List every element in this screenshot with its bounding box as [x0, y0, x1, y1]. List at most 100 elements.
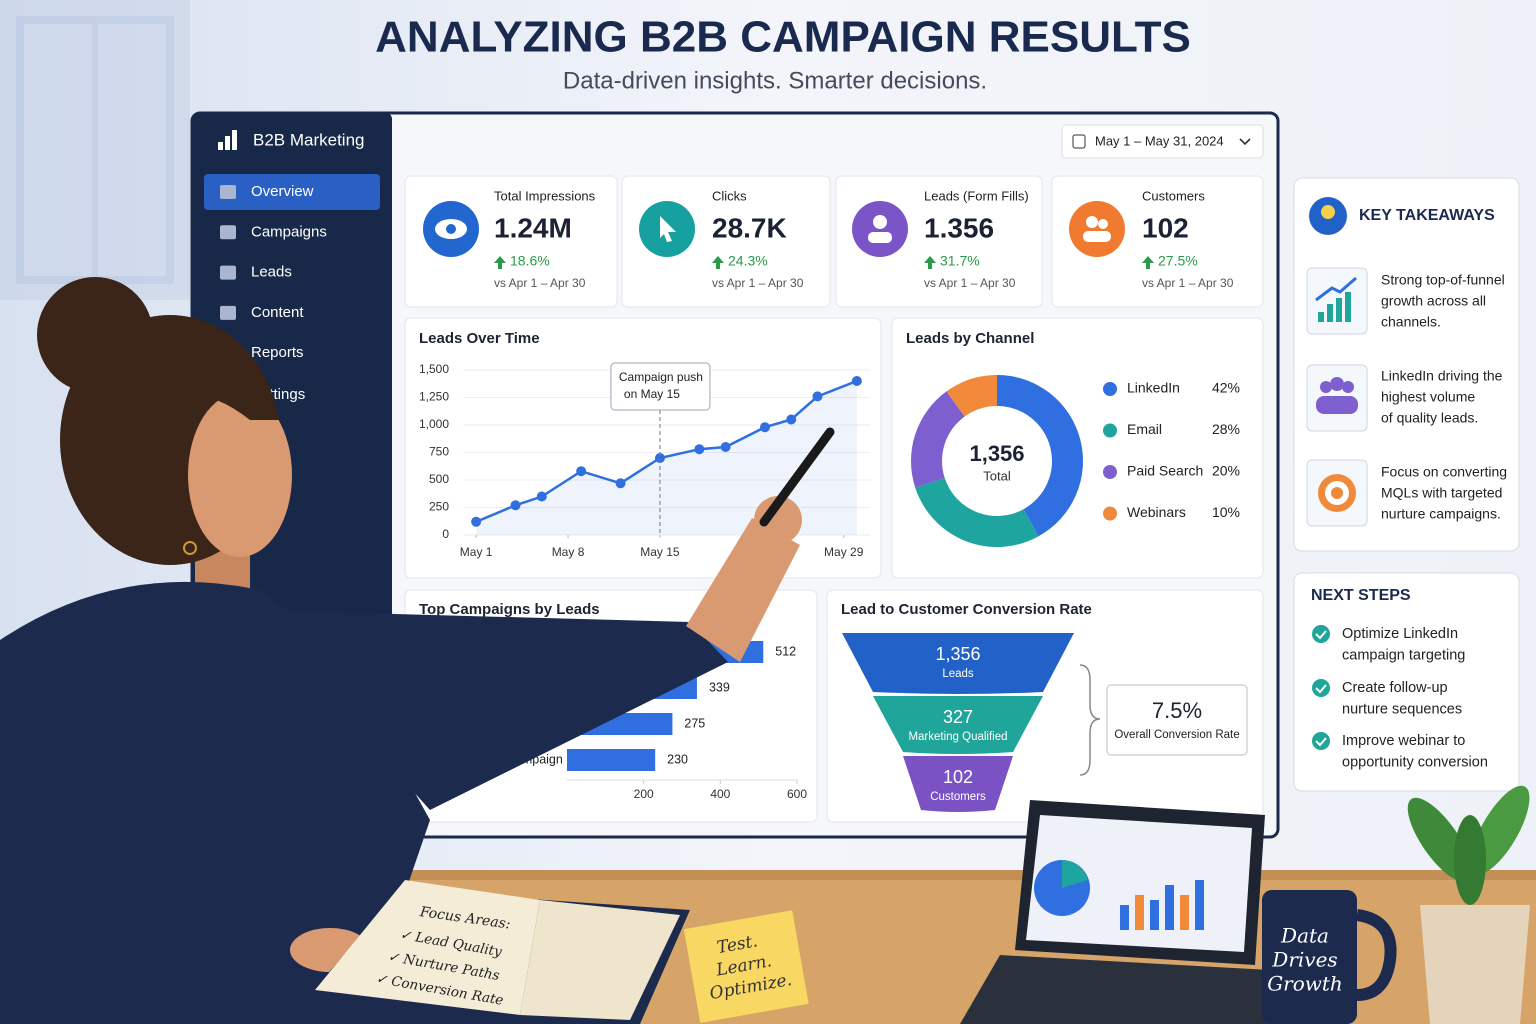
check-mark: [1315, 630, 1327, 640]
x-tick-label: 200: [634, 787, 654, 801]
y-tick-label: 1,500: [419, 362, 449, 376]
check-mark: [1315, 737, 1327, 747]
brand: B2B Marketing: [253, 130, 365, 149]
mug-text: Drives: [1271, 948, 1337, 972]
takeaway-text: Focus on converting: [1381, 464, 1507, 480]
card-title: Leads Over Time: [419, 330, 540, 347]
page-title: ANALYZING B2B CAMPAIGN RESULTS: [375, 13, 1191, 62]
kpi-change: 31.7%: [940, 253, 980, 269]
pie-slice: [946, 375, 997, 417]
pie-slice: [911, 391, 965, 488]
y-tick-label: 750: [429, 445, 449, 459]
bulb-icon: [1321, 205, 1335, 219]
check-icon: [1312, 679, 1330, 697]
mug-text: Growth: [1267, 972, 1343, 996]
funnel-label: Marketing Qualified: [908, 731, 1007, 743]
sticky-note: [683, 910, 809, 1023]
line-point: [510, 500, 521, 511]
line-point: [851, 376, 862, 386]
takeaway-text: of quality leads.: [1381, 410, 1478, 426]
y-tick-label: 1,250: [419, 390, 449, 404]
y-tick-label: 500: [429, 472, 449, 486]
date-picker[interactable]: [1061, 124, 1264, 159]
window-decor: [0, 0, 190, 300]
menu-item[interactable]: Campaigns: [251, 223, 327, 240]
pie-slice: [997, 375, 1083, 537]
up-arrow: [924, 256, 936, 269]
menu-item[interactable]: Reports: [251, 344, 304, 361]
date-range: May 1 – May 31, 2024: [1095, 133, 1224, 148]
annotation-text: on May 15: [624, 387, 680, 401]
value-label: 512: [775, 644, 796, 658]
check-icon: [1312, 625, 1330, 643]
value-label: 42%: [1212, 380, 1240, 396]
line-point: [786, 414, 797, 425]
funnel-value: 327: [943, 707, 973, 727]
funnel-stage: [903, 756, 1013, 812]
legend-dot: [1103, 506, 1117, 521]
kpi-glyph: [873, 215, 887, 229]
x-tick-label: May 29: [824, 545, 864, 559]
legend-dot: [1103, 465, 1117, 479]
kpi-change: 24.3%: [728, 253, 768, 269]
funnel-stage: [873, 696, 1043, 754]
funnel-stage: [842, 633, 1074, 694]
x-tick-label: May 8: [552, 545, 585, 559]
card-title: Lead to Customer Conversion Rate: [841, 601, 1092, 618]
takeaway-icons: [1306, 267, 1368, 527]
desk-edge: [0, 870, 1536, 880]
menu-item[interactable]: Overview: [251, 183, 314, 200]
line-point: [654, 453, 665, 463]
annotation-box: [610, 362, 711, 411]
kpi-icon: [1069, 201, 1125, 257]
kpi-value: 1.356: [924, 212, 994, 243]
legend-label[interactable]: Email: [1127, 421, 1162, 437]
kpi-value: 1.24M: [494, 212, 572, 243]
takeaway-text: growth across all: [1381, 293, 1486, 309]
legend-label[interactable]: LinkedIn: [1127, 380, 1180, 396]
takeaway-text: highest volume: [1381, 389, 1475, 405]
kpi-glyph: [446, 224, 456, 234]
kpi-compare: vs Apr 1 – Apr 30: [494, 276, 586, 290]
takeaway-text: LinkedIn driving the: [1381, 368, 1503, 384]
value-label: 230: [667, 752, 688, 766]
value-label: 28%: [1212, 421, 1240, 437]
legend-dot: [1103, 423, 1117, 438]
funnel-value: 102: [943, 767, 973, 787]
line-point: [812, 391, 823, 402]
step-text: nurture sequences: [1342, 701, 1462, 717]
kpi-label: Clicks: [712, 188, 747, 203]
logo-icon: [218, 130, 237, 150]
line-area: [476, 381, 857, 535]
mug-text: Data: [1280, 924, 1329, 948]
x-tick-label: 600: [787, 787, 807, 801]
card-title: Leads by Channel: [906, 330, 1034, 347]
step-text: campaign targeting: [1342, 647, 1465, 663]
panel-title: KEY TAKEAWAYS: [1359, 207, 1495, 224]
kpi-glyph: [1098, 219, 1108, 229]
funnel-label: Leads: [942, 668, 974, 680]
kpi-label: Leads (Form Fills): [924, 188, 1029, 203]
bar: [567, 749, 656, 771]
kpi-glyph: [1083, 231, 1111, 242]
menu-item[interactable]: Content: [251, 304, 304, 321]
x-tick-label: May 1: [460, 545, 493, 559]
kpi-value: 28.7K: [712, 212, 787, 243]
step-text: opportunity conversion: [1342, 754, 1488, 770]
kpi-change: 18.6%: [510, 253, 550, 269]
legend-dot: [1103, 382, 1117, 396]
step-text: Create follow-up: [1342, 680, 1448, 696]
legend-label[interactable]: Webinars: [1127, 504, 1186, 520]
up-arrow: [712, 256, 724, 269]
summary-box: [1106, 684, 1248, 756]
panel-title: NEXT STEPS: [1311, 587, 1411, 604]
legend-label[interactable]: Paid Search: [1127, 463, 1203, 479]
card-title: Top Campaigns by Leads: [419, 601, 600, 618]
kpi-glyph: [660, 216, 676, 242]
up-arrow: [1142, 256, 1154, 269]
menu-item[interactable]: Leads: [251, 264, 292, 281]
menu-icon: [220, 265, 236, 280]
y-tick-label: 250: [429, 500, 449, 514]
line-point: [615, 478, 626, 489]
